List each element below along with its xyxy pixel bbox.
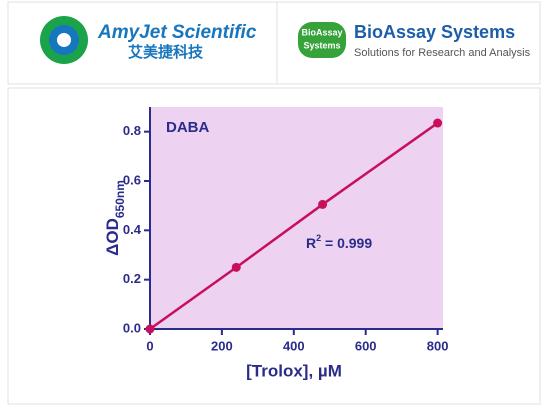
data-point: [433, 118, 443, 128]
company-chinese: 艾美捷科技: [128, 43, 204, 61]
logo-center: [57, 33, 71, 47]
badge-bottom: Systems: [303, 40, 340, 50]
y-tick-label: 0.4: [123, 222, 142, 237]
chart-title: DABA: [166, 119, 209, 136]
x-tick-label: 600: [355, 338, 377, 353]
y-tick-label: 0.2: [123, 271, 141, 286]
x-tick-label: 0: [146, 338, 153, 353]
y-label-sub: 650nm: [113, 180, 127, 218]
brand-name: BioAssay Systems: [354, 22, 515, 42]
y-tick-label: 0.8: [123, 123, 141, 138]
annotation-base: R: [306, 235, 316, 251]
x-tick-label: 200: [211, 338, 233, 353]
header-box: [7, 1, 541, 85]
x-tick-label: 400: [283, 338, 305, 353]
x-tick-label: 800: [427, 338, 449, 353]
data-point: [145, 324, 155, 334]
y-axis-label: ΔOD650nm: [103, 180, 127, 256]
x-axis-label: [Trolox], µM: [246, 361, 342, 380]
company-name: AmyJet Scientific: [97, 22, 257, 43]
bioassay-logo: BioAssay Systems: [298, 22, 346, 58]
plot-area: [150, 107, 443, 329]
y-tick-label: 0.6: [123, 172, 141, 187]
amyjet-logo: [40, 16, 88, 64]
data-point: [318, 199, 328, 209]
series-line: [149, 122, 439, 331]
badge: [298, 22, 346, 58]
brand-tagline: Solutions for Research and Analysis: [354, 47, 531, 59]
data-point: [231, 262, 241, 272]
annotation: R2 = 0.999: [306, 233, 372, 250]
badge-top: BioAssay: [301, 27, 342, 37]
annotation-sup: 2: [316, 233, 321, 243]
y-tick-label: 0.0: [123, 320, 141, 335]
y-label-main: ΔOD: [103, 218, 122, 256]
annotation-text: = 0.999: [321, 235, 372, 251]
